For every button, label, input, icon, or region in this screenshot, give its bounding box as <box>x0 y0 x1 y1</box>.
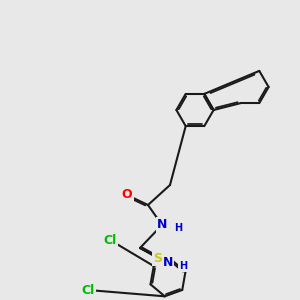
Text: H: H <box>174 223 182 233</box>
Text: H: H <box>179 261 187 271</box>
Text: S: S <box>154 251 163 265</box>
Text: O: O <box>122 188 132 202</box>
Text: Cl: Cl <box>103 233 117 247</box>
Text: N: N <box>157 218 167 232</box>
Text: Cl: Cl <box>81 284 94 296</box>
Text: N: N <box>163 256 173 269</box>
